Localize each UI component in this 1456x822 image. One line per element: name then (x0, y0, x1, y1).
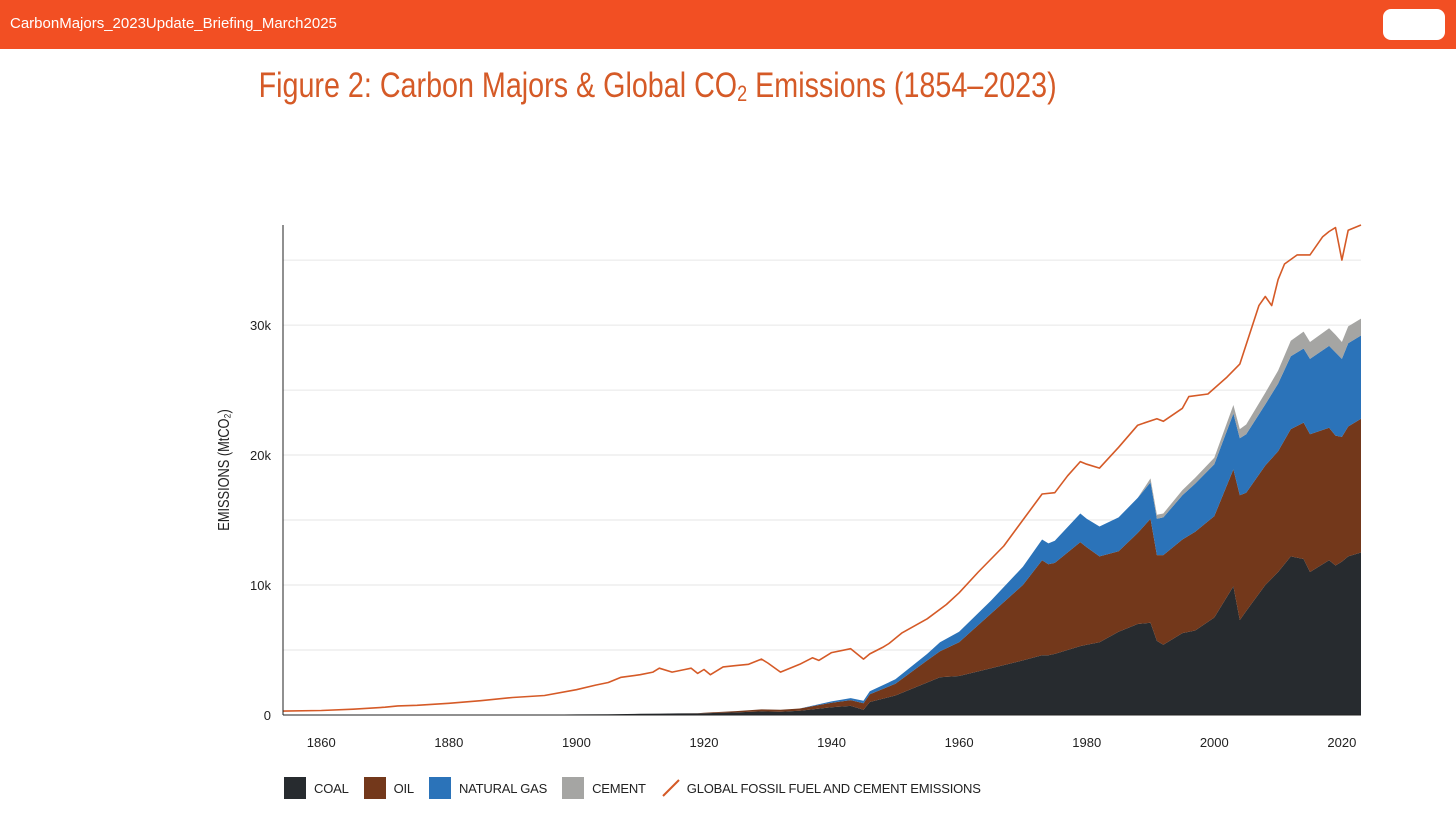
x-tick-label: 1940 (817, 735, 846, 750)
x-tick-label: 1980 (1072, 735, 1101, 750)
legend-swatch-oil (363, 777, 386, 799)
stacked-areas (282, 224, 1362, 715)
toolbar-button[interactable] (1383, 9, 1445, 40)
figure-title-subscript: 2 (737, 81, 748, 106)
x-tick-label: 2020 (1327, 735, 1356, 750)
y-axis-ticks: 0 10k 20k 30k (250, 318, 271, 723)
line-global-emissions (282, 224, 1362, 712)
legend-label-natural-gas: NATURAL GAS (458, 780, 548, 796)
legend-item-global-line: GLOBAL FOSSIL FUEL AND CEMENT EMISSIONS (661, 777, 981, 799)
legend-swatch-natural-gas (428, 777, 451, 799)
figure-title: Figure 2: Carbon Majors & Global CO2 Emi… (0, 66, 1315, 107)
legend-label-coal: COAL (314, 780, 349, 796)
legend-line-swatch (662, 779, 680, 797)
x-tick-label: 1880 (434, 735, 463, 750)
document-title: CarbonMajors_2023Update_Briefing_March20… (10, 15, 337, 32)
x-axis-ticks: 1860 1880 1900 1920 1940 1960 1980 2000 2020 (307, 735, 1357, 750)
title-bar: CarbonMajors_2023Update_Briefing_March20… (0, 0, 1456, 49)
legend-label-cement: CEMENT (592, 780, 646, 796)
legend-item-oil: OIL (363, 777, 415, 799)
legend-label-global-line: GLOBAL FOSSIL FUEL AND CEMENT EMISSIONS (686, 780, 981, 796)
area-oil (283, 418, 1361, 715)
y-tick-label: 30k (250, 318, 271, 333)
x-tick-label: 1960 (945, 735, 974, 750)
legend-item-cement: CEMENT (562, 777, 646, 799)
figure-title-rest: Emissions (1854–2023) (747, 66, 1057, 105)
axes (282, 225, 1361, 716)
legend-swatch-coal (284, 777, 306, 799)
y-tick-label: 10k (250, 578, 271, 593)
figure-title-main: Figure 2: Carbon Majors & Global CO (258, 66, 738, 105)
x-tick-label: 1900 (562, 735, 591, 750)
y-tick-label: 0 (264, 708, 271, 723)
x-tick-label: 2000 (1200, 735, 1229, 750)
legend-swatch-cement (562, 777, 585, 799)
chart-legend: COAL OIL NATURAL GAS CEMENT GLOBAL FOSSI… (284, 777, 996, 799)
x-tick-label: 1860 (307, 735, 336, 750)
x-tick-label: 1920 (690, 735, 719, 750)
y-tick-label: 20k (250, 448, 271, 463)
legend-label-oil: OIL (393, 780, 415, 796)
y-axis-label: EMISSIONS (MtCO₂) (216, 409, 234, 530)
legend-item-coal: COAL (284, 777, 349, 799)
area-coal (283, 552, 1361, 715)
legend-item-natural-gas: NATURAL GAS (428, 777, 548, 799)
